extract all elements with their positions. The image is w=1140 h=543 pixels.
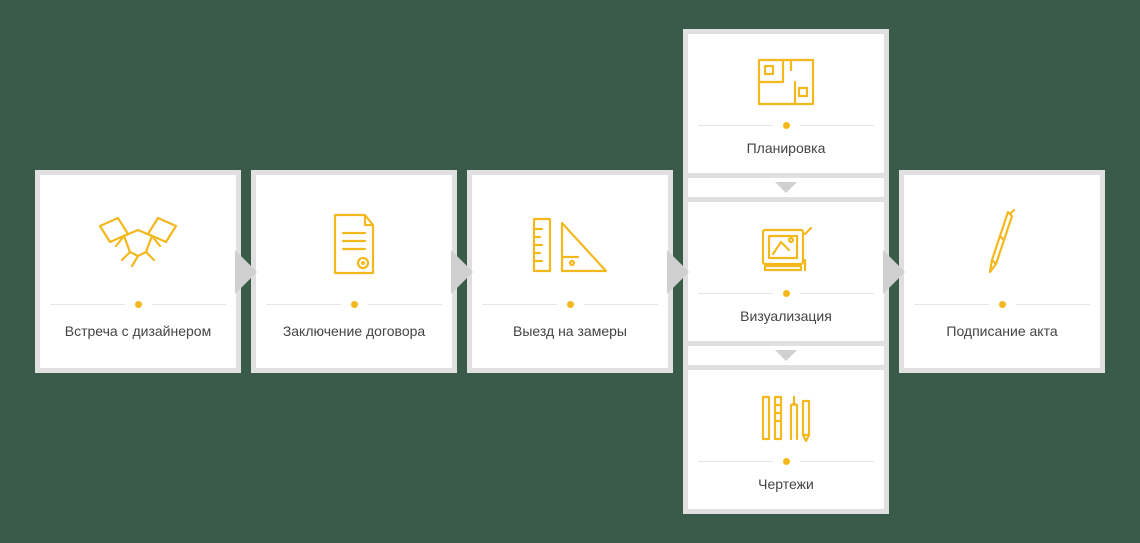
step-label: Выезд на замеры (513, 322, 627, 340)
drafting-icon (757, 388, 815, 448)
step-card-meeting: Встреча с дизайнером (35, 170, 241, 373)
divider (698, 290, 874, 297)
divider (698, 458, 874, 465)
ruler-icon (528, 207, 612, 283)
divider (482, 301, 658, 308)
divider (50, 301, 226, 308)
step-label: Встреча с дизайнером (65, 322, 211, 340)
substep-label: Планировка (747, 139, 826, 157)
arrow-right-icon (883, 250, 905, 294)
divider (698, 122, 874, 129)
divider (914, 301, 1090, 308)
arrow-down-wrap (683, 346, 889, 365)
handshake-icon (94, 207, 182, 283)
divider (266, 301, 442, 308)
substep-card-plan: Планировка (683, 29, 889, 178)
arrow-down-icon (775, 182, 797, 193)
process-flow: Встреча с дизайнером Заключение договора (35, 29, 1105, 515)
document-icon (327, 207, 381, 283)
floorplan-icon (755, 52, 817, 112)
step-card-measure: Выезд на замеры (467, 170, 673, 373)
substep-card-draft: Чертежи (683, 365, 889, 514)
arrow-down-icon (775, 350, 797, 361)
arrow-right-icon (451, 250, 473, 294)
substep-card-visual: Визуализация (683, 197, 889, 346)
step-label: Подписание акта (946, 322, 1057, 340)
step-label: Заключение договора (283, 322, 425, 340)
step-stack: Планировка Виз (683, 29, 889, 515)
substep-label: Визуализация (740, 307, 832, 325)
step-card-contract: Заключение договора (251, 170, 457, 373)
step-card-sign: Подписание акта (899, 170, 1105, 373)
arrow-right-icon (235, 250, 257, 294)
substep-label: Чертежи (758, 475, 814, 493)
pen-icon (982, 207, 1022, 283)
tablet-icon (755, 220, 817, 280)
arrow-down-wrap (683, 178, 889, 197)
arrow-right-icon (667, 250, 689, 294)
